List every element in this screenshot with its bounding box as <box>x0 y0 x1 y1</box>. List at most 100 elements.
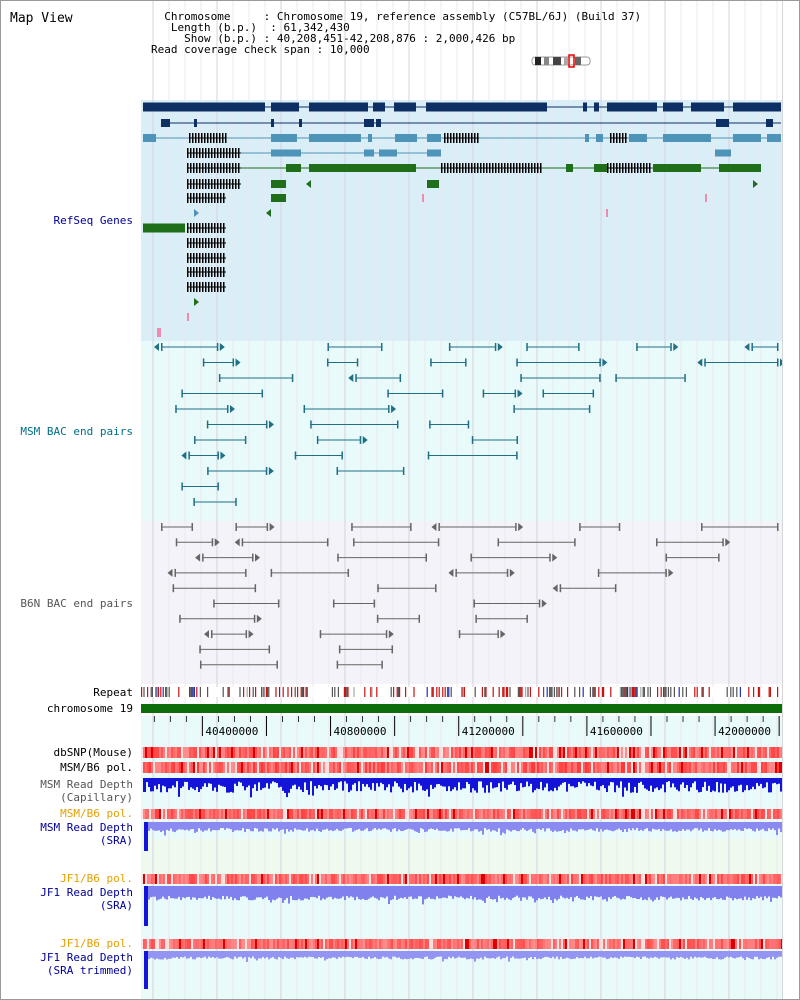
track-label-dbsnp[interactable]: dbSNP(Mouse) <box>53 746 133 759</box>
heat-cell <box>703 874 705 884</box>
heat-cell <box>487 939 489 949</box>
heat-cell <box>743 939 745 949</box>
depth-bar <box>414 886 416 899</box>
bac-end <box>402 467 405 475</box>
depth-bar <box>676 822 678 832</box>
depth-bar <box>732 822 734 830</box>
depth-bar <box>724 951 726 958</box>
track-label-b6n-bac[interactable]: B6N BAC end pairs <box>20 597 133 610</box>
heat-cell <box>631 874 633 884</box>
depth-bar <box>652 886 654 902</box>
depth-bar <box>430 886 432 899</box>
heat-cell <box>743 762 745 773</box>
heat-cell <box>669 747 671 758</box>
depth-bar <box>150 951 152 958</box>
repeat-mark <box>660 687 662 697</box>
heat-cell <box>547 809 549 819</box>
heat-cell <box>383 747 385 758</box>
depth-bar <box>604 778 606 789</box>
heat-cell <box>565 762 567 773</box>
depth-bar <box>358 951 360 958</box>
heat-cell <box>337 762 339 773</box>
track-label-jf1-depth-sra[interactable]: JF1 Read Depth (SRA) <box>40 886 133 912</box>
heat-cell <box>535 747 537 758</box>
depth-bar <box>262 778 264 789</box>
track-label-msm-bac[interactable]: MSM BAC end pairs <box>20 425 133 438</box>
depth-bar <box>288 822 290 832</box>
depth-bar <box>346 778 348 784</box>
heat-cell <box>379 762 381 773</box>
depth-bar <box>732 886 734 901</box>
depth-bar <box>460 886 462 897</box>
bac-end <box>199 660 202 669</box>
gene-exon <box>202 267 204 277</box>
track-label-jf1-depth-trimmed[interactable]: JF1 Read Depth (SRA trimmed) <box>40 951 133 977</box>
repeat-mark <box>426 687 428 697</box>
depth-bar <box>158 822 160 831</box>
track-label-jf1-b6-pol-1[interactable]: JF1/B6 pol. <box>60 872 133 885</box>
depth-bar <box>720 822 722 831</box>
heat-cell <box>703 762 705 773</box>
heat-cell <box>507 747 509 758</box>
track-label-chromosome[interactable]: chromosome 19 <box>46 702 133 715</box>
heat-cell <box>319 874 321 884</box>
gene-exon <box>534 163 536 173</box>
heat-cell <box>523 747 525 758</box>
gene-exon <box>510 163 512 173</box>
bac-end <box>513 405 515 413</box>
track-label-jf1-b6-pol-2[interactable]: JF1/B6 pol. <box>60 937 133 950</box>
heat-cell <box>267 874 269 884</box>
heat-cell <box>263 809 265 819</box>
depth-bar <box>236 778 238 786</box>
depth-bar <box>670 886 672 897</box>
depth-bar <box>536 822 538 829</box>
track-label-msm-b6-pol-1[interactable]: MSM/B6 pol. <box>60 761 133 774</box>
track-label-refseq[interactable]: RefSeq Genes <box>53 214 133 227</box>
depth-bar <box>398 886 400 899</box>
track-label-msm-b6-pol-2[interactable]: MSM/B6 pol. <box>60 807 133 820</box>
heat-cell <box>647 747 649 758</box>
depth-bar <box>402 822 404 832</box>
gene-exon <box>394 102 416 112</box>
track-label-msm-depth-capillary[interactable]: MSM Read Depth (Capillary) <box>40 778 133 804</box>
heat-cell <box>247 747 249 758</box>
heat-cell <box>567 809 569 819</box>
track-label-msm-depth-sra[interactable]: MSM Read Depth (SRA) <box>40 821 133 847</box>
gene-exon <box>214 148 216 158</box>
depth-bar <box>672 951 674 959</box>
heat-cell <box>189 939 191 949</box>
heat-cell <box>325 747 327 758</box>
gene-exon <box>190 179 192 189</box>
depth-bar <box>558 778 560 787</box>
depth-bar <box>322 822 324 830</box>
heat-cell <box>679 747 681 758</box>
bac-end <box>254 584 257 593</box>
heat-cell <box>167 747 169 758</box>
bac-end <box>578 343 580 351</box>
depth-bar <box>242 778 244 787</box>
track-label-repeat[interactable]: Repeat <box>93 686 133 699</box>
depth-bar <box>372 951 374 959</box>
depth-bar <box>466 886 468 898</box>
depth-bar <box>772 822 774 829</box>
chromosome-ideogram[interactable] <box>531 54 593 68</box>
heat-cell <box>471 809 473 819</box>
heat-cell <box>523 874 525 884</box>
heat-cell <box>465 747 467 758</box>
heat-cell <box>455 747 457 758</box>
depth-bar <box>436 886 438 897</box>
repeat-mark <box>207 687 209 697</box>
repeat-mark <box>579 687 581 697</box>
heat-cell <box>541 747 543 758</box>
bac-end <box>516 451 518 460</box>
depth-bar <box>740 822 742 831</box>
depth-bar <box>408 778 410 789</box>
gene-exon <box>646 163 648 173</box>
gene-exon <box>211 148 213 158</box>
heat-cell <box>657 809 659 819</box>
heat-cell <box>769 939 771 949</box>
depth-bar <box>364 778 366 787</box>
heat-cell <box>549 874 551 884</box>
depth-bar <box>178 822 180 830</box>
depth-bar <box>448 778 450 787</box>
